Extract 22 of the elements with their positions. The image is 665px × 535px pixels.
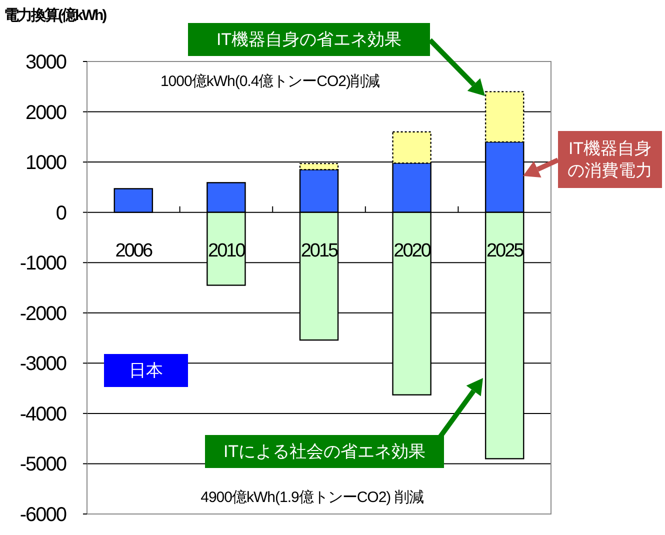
x-tick-label: 2025 (486, 240, 524, 262)
annotation: ITによる社会の省エネ効果 (205, 435, 444, 468)
x-tick-label: 2010 (208, 240, 246, 262)
annotation: 1000億kWh(0.4億トンーCO2)削減 (160, 73, 380, 90)
x-tick-label: 2020 (394, 240, 431, 262)
y-tick-label: -6000 (20, 504, 67, 526)
y-tick-label: -5000 (20, 454, 67, 476)
text: IT機器自身の消費電力 (558, 131, 662, 188)
y-axis-title: 電力換算(億kWh) (4, 7, 108, 24)
x-tick-label: 2015 (300, 240, 338, 262)
text: IT機器自身の省エネ効果 (188, 23, 430, 56)
y-tick-label: 1000 (26, 152, 67, 174)
x-tick-label: 2006 (115, 240, 152, 262)
y-tick-label: -4000 (20, 403, 67, 426)
annotation: 4900億kWh(1.9億トンーCO2) 削減 (200, 489, 424, 506)
y-tick-label: 0 (56, 202, 67, 224)
y-tick-label: -2000 (20, 302, 67, 325)
annotation: 日本 (104, 354, 188, 387)
y-tick-label: -1000 (20, 252, 67, 275)
y-tick-label: 2000 (26, 102, 67, 124)
y-tick-label: 3000 (26, 52, 67, 74)
y-tick-label: -3000 (20, 353, 67, 376)
